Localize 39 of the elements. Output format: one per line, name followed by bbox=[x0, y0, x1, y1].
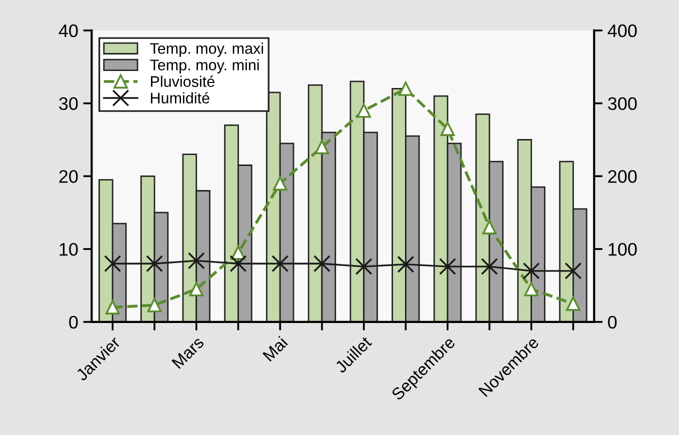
point bbox=[356, 103, 371, 118]
point bbox=[355, 258, 372, 276]
point bbox=[189, 282, 204, 296]
point bbox=[397, 256, 414, 273]
point bbox=[231, 246, 246, 260]
point bbox=[480, 258, 498, 276]
x-tick-label: Mai bbox=[262, 336, 288, 362]
point bbox=[440, 122, 455, 136]
point bbox=[272, 255, 289, 272]
legend-label: Humidité bbox=[150, 92, 210, 104]
y2-tick-label: 0 bbox=[608, 316, 617, 329]
point bbox=[439, 258, 456, 276]
point bbox=[188, 252, 205, 270]
y2-tick-label: 400 bbox=[608, 24, 637, 38]
y2-tick-label: 300 bbox=[608, 97, 637, 110]
y-tick-label: 40 bbox=[58, 24, 78, 38]
y-tick-label: 30 bbox=[59, 97, 78, 110]
point bbox=[146, 255, 164, 272]
y-tick-label: 20 bbox=[59, 170, 78, 183]
point bbox=[105, 300, 120, 314]
point bbox=[314, 140, 330, 154]
point bbox=[313, 255, 331, 272]
y-tick-label: 0 bbox=[69, 316, 78, 329]
legend-label: Temp. moy. maxi bbox=[150, 42, 264, 57]
point bbox=[272, 176, 288, 191]
point bbox=[522, 262, 540, 280]
point bbox=[482, 220, 497, 234]
point bbox=[147, 298, 162, 312]
point bbox=[524, 282, 538, 296]
legend-label: Temp. moy. mini bbox=[150, 59, 259, 74]
point bbox=[564, 262, 582, 280]
y-tick-label: 10 bbox=[60, 242, 78, 256]
point bbox=[566, 296, 580, 311]
y2-tick-label: 100 bbox=[608, 242, 637, 256]
point bbox=[398, 82, 413, 96]
point bbox=[104, 255, 122, 272]
y2-tick-label: 200 bbox=[608, 170, 637, 183]
legend-label: Pluviosité bbox=[150, 76, 214, 87]
point bbox=[230, 255, 247, 272]
